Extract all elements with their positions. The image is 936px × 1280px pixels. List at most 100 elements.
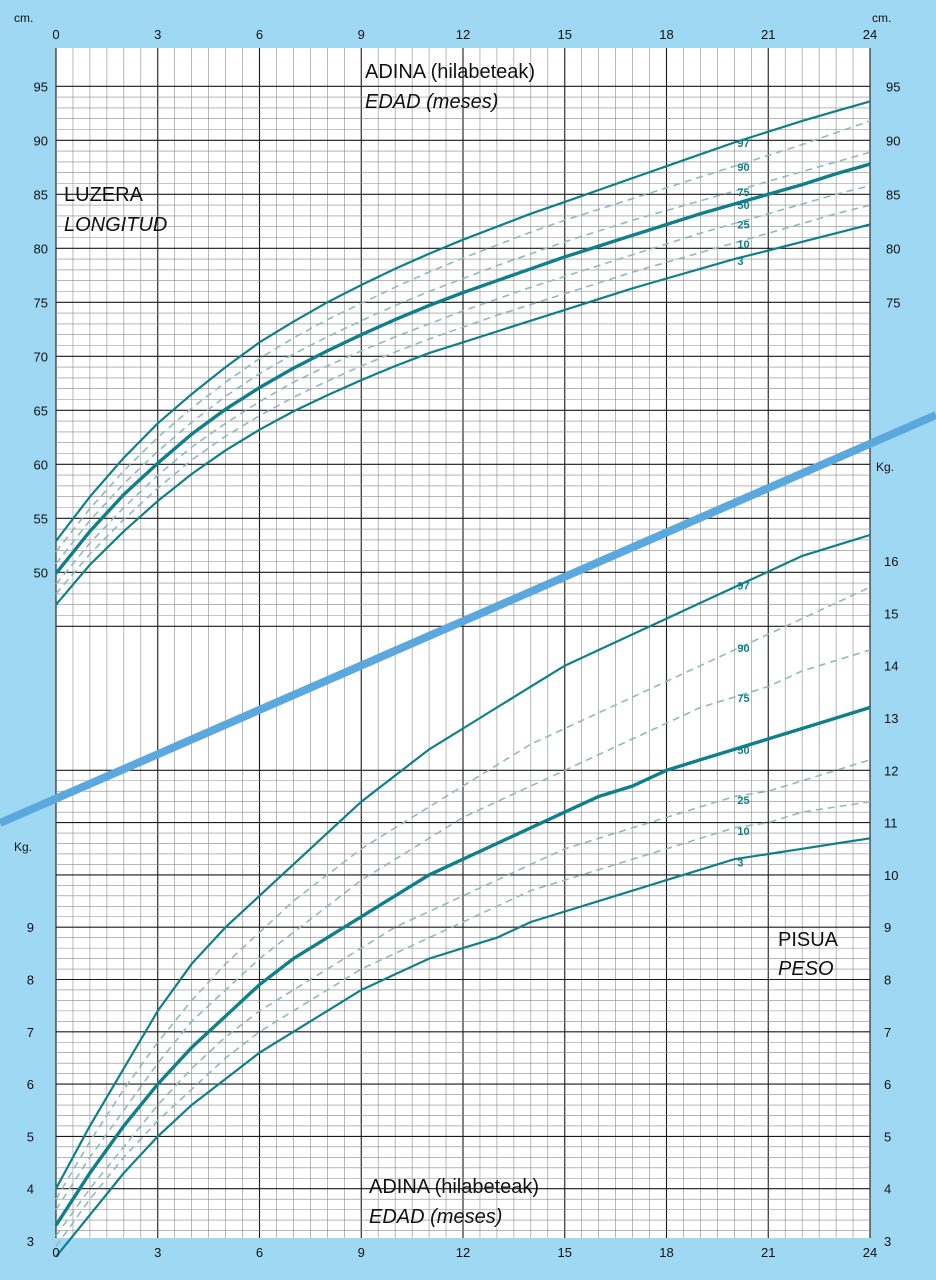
weight-p25-line <box>55 759 871 1237</box>
kg-tick-right-11: 11 <box>884 816 898 831</box>
chart-separator-line <box>0 411 936 827</box>
cm-tick-right-85: 85 <box>886 187 900 202</box>
length-p75-line <box>55 151 871 565</box>
age-heading-top: ADINA (hilabeteak) <box>365 61 535 83</box>
age-tick-bottom-0: 0 <box>52 1245 59 1260</box>
length-percentile-curves <box>54 100 871 606</box>
kg-tick-right-16: 16 <box>884 554 898 569</box>
length-p3-line <box>55 223 871 606</box>
kg-tick-right-15: 15 <box>884 606 898 621</box>
weight-heading: PISUA <box>778 929 839 951</box>
cm-tick-left-50: 50 <box>34 565 48 580</box>
kg-tick-right-13: 13 <box>884 711 898 726</box>
cm-tick-left-55: 55 <box>34 511 48 526</box>
age-tick-top-18: 18 <box>659 27 673 42</box>
length-p10-line <box>55 204 871 595</box>
weight-p97-line <box>55 533 871 1190</box>
kg-tick-left-5: 5 <box>27 1129 34 1144</box>
length-p50-label: 50 <box>737 200 749 212</box>
weight-p3-label: 3 <box>737 858 743 870</box>
weight-p25-label: 25 <box>737 795 749 807</box>
kg-tick-right-7: 7 <box>884 1025 891 1040</box>
cm-unit-right: cm. <box>872 11 891 25</box>
kg-tick-right-12: 12 <box>884 763 898 778</box>
cm-tick-right-90: 90 <box>886 133 900 148</box>
age-tick-bottom-6: 6 <box>256 1245 263 1260</box>
cm-tick-left-60: 60 <box>34 457 48 472</box>
kg-tick-right-10: 10 <box>884 868 898 883</box>
kg-tick-left-4: 4 <box>27 1182 34 1197</box>
age-tick-top-24: 24 <box>863 27 877 42</box>
cm-tick-right-80: 80 <box>886 241 900 256</box>
age-tick-labels: 0 3 6 9 12 15 18 21 24 0 3 6 9 12 15 18 21 24 <box>52 27 877 1260</box>
length-p97-label: 97 <box>737 138 749 150</box>
kg-tick-right-14: 14 <box>884 659 898 674</box>
kg-tick-right-8: 8 <box>884 973 891 988</box>
age-tick-bottom-12: 12 <box>456 1245 470 1260</box>
length-p75-label: 75 <box>737 187 749 199</box>
age-tick-top-6: 6 <box>256 27 263 42</box>
cm-tick-left-65: 65 <box>34 403 48 418</box>
cm-tick-left-70: 70 <box>34 349 48 364</box>
length-heading: LUZERA <box>64 184 144 206</box>
kg-tick-left-8: 8 <box>27 973 34 988</box>
age-heading-bottom-es: EDAD (meses) <box>369 1206 502 1228</box>
age-tick-bottom-21: 21 <box>761 1245 775 1260</box>
age-tick-top-0: 0 <box>52 27 59 42</box>
kg-tick-right-4: 4 <box>884 1182 891 1197</box>
weight-p50-line <box>54 705 871 1227</box>
weight-p3-line <box>55 837 871 1258</box>
kg-tick-right-9: 9 <box>884 920 891 935</box>
age-tick-bottom-3: 3 <box>154 1245 161 1260</box>
weight-p75-line <box>55 649 871 1211</box>
weight-heading-es: PESO <box>778 958 834 980</box>
weight-p75-label: 75 <box>737 693 749 705</box>
age-tick-bottom-15: 15 <box>558 1245 572 1260</box>
cm-unit-left: cm. <box>14 11 33 25</box>
weight-p10-line <box>55 800 871 1247</box>
cm-tick-left-90: 90 <box>34 133 48 148</box>
length-p97-line <box>55 100 871 542</box>
length-p90-line <box>55 120 871 553</box>
cm-tick-right-95: 95 <box>886 79 900 94</box>
length-p50-line <box>54 162 871 575</box>
age-tick-bottom-24: 24 <box>863 1245 877 1260</box>
length-p10-label: 10 <box>737 239 749 251</box>
age-tick-top-3: 3 <box>154 27 161 42</box>
weight-p90-label: 90 <box>737 643 749 655</box>
length-p3-label: 3 <box>737 256 743 268</box>
kg-unit-left: Kg. <box>14 840 32 854</box>
kg-tick-right-3: 3 <box>884 1234 891 1249</box>
cm-tick-right-75: 75 <box>886 295 900 310</box>
weight-percentile-curves <box>54 533 871 1258</box>
age-tick-bottom-9: 9 <box>358 1245 365 1260</box>
length-p25-label: 25 <box>737 220 749 232</box>
length-heading-es: LONGITUD <box>64 214 167 236</box>
kg-tick-left-9: 9 <box>27 920 34 935</box>
kg-tick-right-6: 6 <box>884 1077 891 1092</box>
cm-tick-left-75: 75 <box>34 295 48 310</box>
cm-tick-left-95: 95 <box>34 79 48 94</box>
age-heading-bottom: ADINA (hilabeteak) <box>369 1176 539 1198</box>
kg-tick-left-6: 6 <box>27 1077 34 1092</box>
age-tick-top-15: 15 <box>558 27 572 42</box>
kg-tick-right-5: 5 <box>884 1129 891 1144</box>
cm-tick-left-80: 80 <box>34 241 48 256</box>
weight-p90-line <box>55 586 871 1200</box>
age-tick-bottom-18: 18 <box>659 1245 673 1260</box>
kg-unit-right: Kg. <box>876 460 894 474</box>
length-p25-line <box>55 184 871 585</box>
cm-tick-left-85: 85 <box>34 187 48 202</box>
value-tick-labels: 5055606570757580808585909095952233445566… <box>27 79 901 1249</box>
age-heading-top-es: EDAD (meses) <box>365 91 498 113</box>
weight-p50-label: 50 <box>737 745 749 757</box>
weight-p10-label: 10 <box>737 826 749 838</box>
kg-tick-left-7: 7 <box>27 1025 34 1040</box>
age-tick-top-12: 12 <box>456 27 470 42</box>
weight-p97-label: 97 <box>737 580 749 592</box>
age-tick-top-21: 21 <box>761 27 775 42</box>
length-p90-label: 90 <box>737 162 749 174</box>
kg-tick-left-3: 3 <box>27 1234 34 1249</box>
